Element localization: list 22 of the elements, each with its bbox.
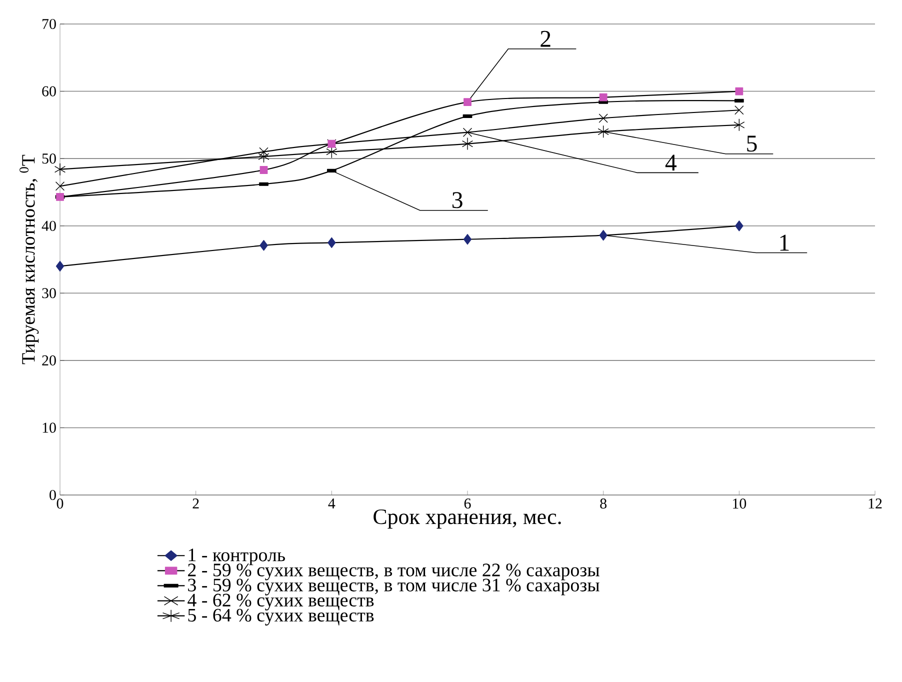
annotation: 5 [747, 136, 757, 152]
annotation: 3 [452, 192, 462, 208]
y-axis-title: Тируемая кислотность, $^{0}$Т [20, 154, 39, 364]
x-tick-label: 2 [192, 498, 199, 508]
y-tick-label: 0 [50, 490, 56, 500]
x-tick-label: 10 [733, 498, 746, 509]
annotation: 1 [780, 234, 789, 251]
y-tick-label: 70 [42, 18, 56, 30]
x-axis-title: Срок хранения, мес. [374, 509, 561, 529]
x-tick-label: 0 [56, 498, 64, 509]
x-tick-label: 8 [600, 498, 607, 509]
y-tick-label: 10 [42, 422, 56, 433]
x-tick-label: 12 [868, 498, 882, 508]
annotation: 4 [665, 154, 677, 170]
x-tick-label: 6 [464, 498, 471, 509]
y-tick-label: 60 [42, 86, 56, 96]
y-tick-label: 50 [42, 154, 56, 164]
y-tick-label: 30 [42, 288, 56, 298]
x-tick-label: 4 [328, 498, 336, 508]
annotation: 2 [540, 30, 550, 47]
y-tick-label: 40 [42, 220, 56, 231]
y-tick-label: 20 [42, 355, 56, 366]
